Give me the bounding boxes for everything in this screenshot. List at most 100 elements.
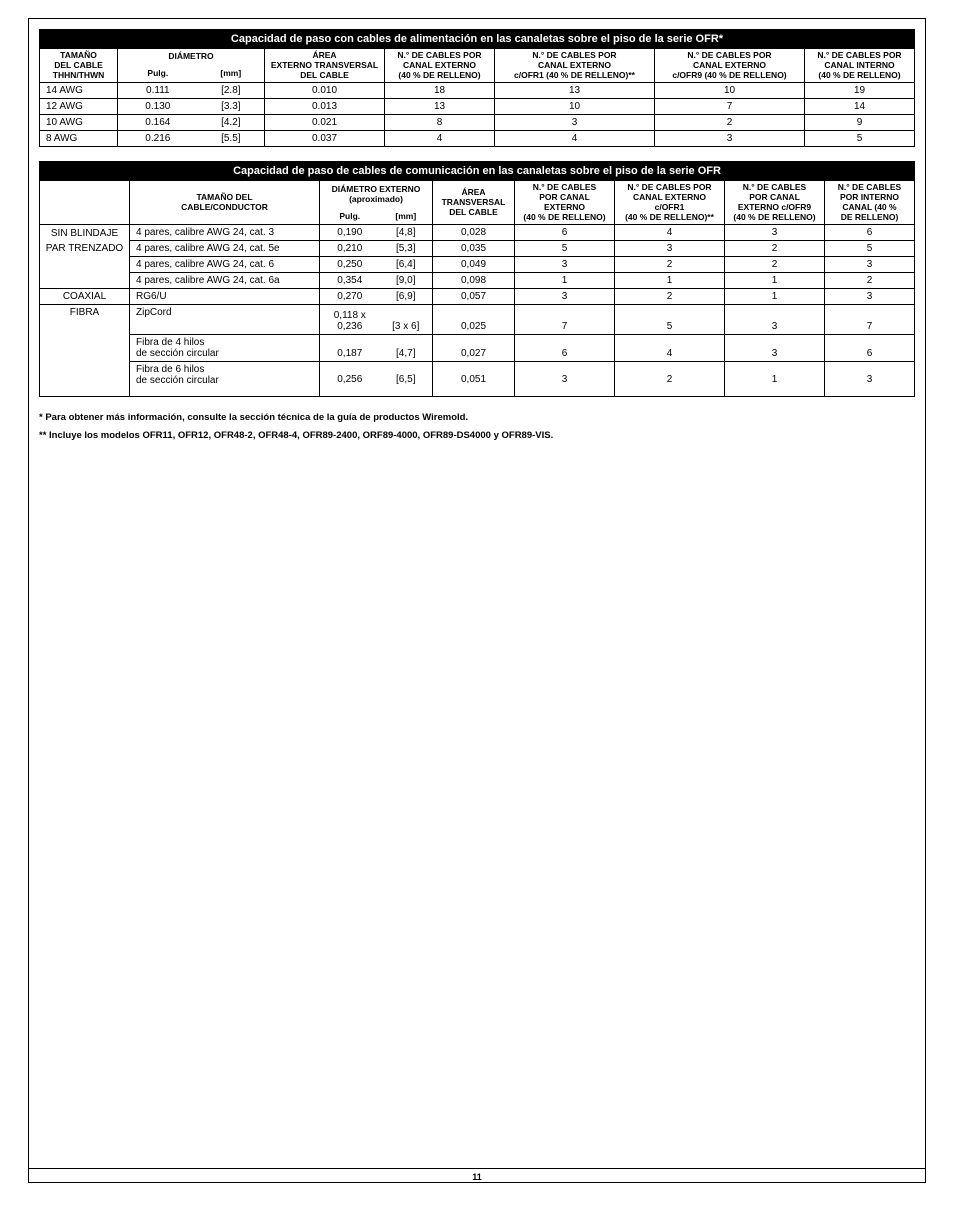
cell: Fibra de 4 hilos de sección circular [130, 335, 320, 362]
cell: [5.5] [198, 131, 265, 147]
cell: 19 [805, 83, 915, 99]
cell: 1 [725, 362, 825, 397]
cell: 1 [725, 289, 825, 305]
t2-h4: N.° DE CABLES POR CANAL EXTERNO (40 % DE… [515, 181, 615, 225]
footnote-2: ** Incluye los modelos OFR11, OFR12, OFR… [39, 429, 915, 443]
cell: 0.164 [118, 115, 198, 131]
cell: [6,9] [380, 289, 433, 305]
cell: 4 pares, calibre AWG 24, cat. 3 [130, 225, 320, 241]
cell: 10 AWG [40, 115, 118, 131]
t2-h2r: [mm] [380, 208, 433, 224]
cell: 13 [385, 99, 495, 115]
cell: 2 [615, 257, 725, 273]
t1-h5: N.° DE CABLES POR CANAL EXTERNO c/OFR9 (… [655, 49, 805, 83]
cell: 4 [385, 131, 495, 147]
cell: 6 [825, 225, 915, 241]
t2-h3: ÁREA TRANSVERSAL DEL CABLE [433, 181, 515, 225]
table-1: Capacidad de paso con cables de alimenta… [39, 29, 915, 147]
t1-h0: TAMAÑO DEL CABLE THHN/THWN [40, 49, 118, 83]
cell: 3 [825, 362, 915, 397]
cell: 14 AWG [40, 83, 118, 99]
cell: 8 [385, 115, 495, 131]
page-number: 11 [29, 1168, 925, 1182]
table-row: 12 AWG 0.130 [3.3] 0.013 13 10 7 14 [40, 99, 915, 115]
t1-h1r: [mm] [198, 66, 265, 83]
cell: 3 [655, 131, 805, 147]
cell: 0,027 [433, 335, 515, 362]
cell: 3 [615, 241, 725, 257]
cell: ZipCord [130, 305, 320, 335]
page: Capacidad de paso con cables de alimenta… [0, 0, 954, 1219]
cell: 7 [655, 99, 805, 115]
table-row: SIN BLINDAJE 4 pares, calibre AWG 24, ca… [40, 225, 915, 241]
cell: 3 [515, 362, 615, 397]
group-label: SIN BLINDAJE [40, 225, 130, 241]
cell: 1 [615, 273, 725, 289]
cell: 2 [725, 241, 825, 257]
cell: 3 [725, 305, 825, 335]
cell: 3 [515, 289, 615, 305]
table-2: Capacidad de paso de cables de comunicac… [39, 161, 915, 397]
table-2-title: Capacidad de paso de cables de comunicac… [40, 162, 915, 181]
table-row: 8 AWG 0.216 [5.5] 0.037 4 4 3 5 [40, 131, 915, 147]
t2-h7: N.° DE CABLES POR INTERNO CANAL (40 % DE… [825, 181, 915, 225]
table-row: Fibra de 6 hilos de sección circular 0,2… [40, 362, 915, 397]
table-2-header: TAMAÑO DEL CABLE/CONDUCTOR DIÁMETRO EXTE… [40, 181, 915, 209]
cell: 0.037 [265, 131, 385, 147]
cell: 6 [825, 335, 915, 362]
cell: 3 [825, 289, 915, 305]
cell: 10 [495, 99, 655, 115]
cell: 2 [655, 115, 805, 131]
group-label: PAR TRENZADO [40, 241, 130, 289]
cell: RG6/U [130, 289, 320, 305]
cell: 4 [495, 131, 655, 147]
table-row: 10 AWG 0.164 [4.2] 0.021 8 3 2 9 [40, 115, 915, 131]
cell: 9 [805, 115, 915, 131]
cell: 8 AWG [40, 131, 118, 147]
cell: 3 [725, 225, 825, 241]
cell: 5 [515, 241, 615, 257]
group-label: FIBRA [40, 305, 130, 397]
cell: 0.130 [118, 99, 198, 115]
t2-h0 [40, 181, 130, 225]
cell: 4 pares, calibre AWG 24, cat. 6a [130, 273, 320, 289]
cell: 0,250 [320, 257, 380, 273]
cell: 0,187 [320, 335, 380, 362]
cell: 7 [515, 305, 615, 335]
cell: [4,8] [380, 225, 433, 241]
cell: [9,0] [380, 273, 433, 289]
cell: 6 [515, 225, 615, 241]
table-row: Fibra de 4 hilos de sección circular 0,1… [40, 335, 915, 362]
cell: 0,057 [433, 289, 515, 305]
cell: 2 [725, 257, 825, 273]
cell: 5 [825, 241, 915, 257]
cell: 0,256 [320, 362, 380, 397]
cell: 1 [725, 273, 825, 289]
cell: [3 x 6] [380, 305, 433, 335]
cell: 0,051 [433, 362, 515, 397]
cell: 18 [385, 83, 495, 99]
cell: [6,5] [380, 362, 433, 397]
cell: 0,118 x 0,236 [320, 305, 380, 335]
cell: 2 [825, 273, 915, 289]
cell: [4.2] [198, 115, 265, 131]
cell: 0.111 [118, 83, 198, 99]
cell: 2 [615, 362, 725, 397]
cell: 0,354 [320, 273, 380, 289]
cell: 4 pares, calibre AWG 24, cat. 6 [130, 257, 320, 273]
cell: 3 [515, 257, 615, 273]
cell: 13 [495, 83, 655, 99]
t1-h6: N.° DE CABLES POR CANAL INTERNO (40 % DE… [805, 49, 915, 83]
table-row: FIBRA ZipCord 0,118 x 0,236 [3 x 6] 0,02… [40, 305, 915, 335]
cell: [5,3] [380, 241, 433, 257]
cell: 0,210 [320, 241, 380, 257]
cell: 0,190 [320, 225, 380, 241]
cell: 0,049 [433, 257, 515, 273]
cell: [3.3] [198, 99, 265, 115]
cell: 14 [805, 99, 915, 115]
cell: Fibra de 6 hilos de sección circular [130, 362, 320, 397]
cell: 4 [615, 335, 725, 362]
cell: 4 pares, calibre AWG 24, cat. 5e [130, 241, 320, 257]
cell: 3 [725, 335, 825, 362]
cell: [2.8] [198, 83, 265, 99]
